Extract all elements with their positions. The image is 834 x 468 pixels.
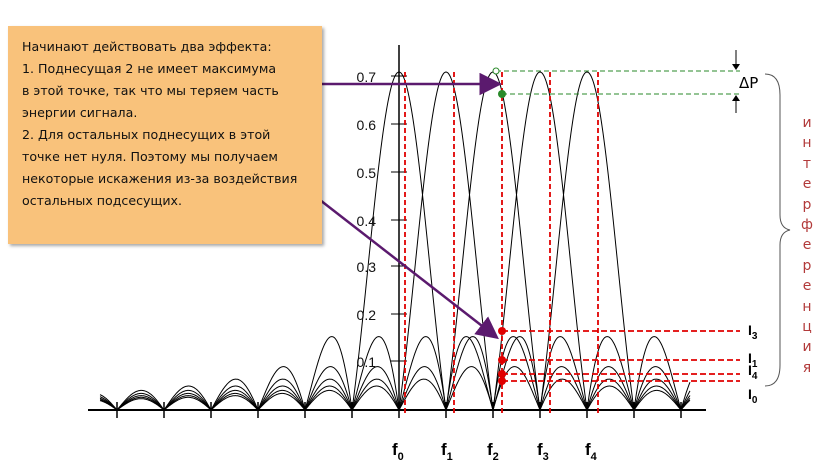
interference-letter: е	[802, 278, 812, 295]
interference-letter: е	[802, 176, 812, 193]
note-line: остальных подсесущих.	[22, 193, 182, 208]
note-line: энергии сигнала.	[22, 105, 138, 120]
amplitude-tick-label: 0.5	[357, 165, 377, 181]
amplitude-tick-label: 0.1	[357, 354, 377, 370]
amplitude-tick-label: 0.4	[357, 213, 377, 229]
interference-point	[498, 377, 506, 385]
note-line: в этой точке, так что мы теряем часть	[22, 83, 279, 98]
interference-letter: и	[802, 115, 812, 131]
subcarrier-marker-lines	[404, 72, 599, 415]
note-line: 2. Для остальных поднесущих в этой	[22, 127, 271, 142]
interference-letter: и	[802, 339, 812, 356]
interference-letter: р	[802, 257, 812, 274]
peak-marker	[492, 67, 500, 75]
amplitude-tick-label: 0.3	[357, 259, 377, 275]
delta-arrowhead-lower	[732, 95, 740, 101]
subcarrier-curves	[99, 71, 691, 412]
interference-letter: е	[802, 237, 812, 254]
interference-letter: р	[802, 196, 812, 213]
delta-p-guides: ΔP	[492, 50, 758, 113]
interference-letter: ф	[801, 217, 813, 234]
amplitude-tick-label: 0.6	[357, 117, 377, 133]
interference-brace	[764, 73, 791, 387]
delta-arrowhead-upper	[732, 64, 740, 70]
subcarrier-curve	[99, 71, 691, 412]
frequency-labels: f0 f1 f2 f3 f4	[392, 440, 598, 463]
interference-letter: я	[802, 359, 812, 376]
interference-level-label: I4	[748, 362, 758, 382]
interference-letter: т	[802, 155, 812, 172]
amplitude-tick-label: 0.7	[357, 69, 377, 85]
note-line: 1. Поднесущая 2 не имеет максимума	[22, 61, 277, 76]
interference-letter: н	[802, 298, 812, 315]
frequency-label: f0	[392, 440, 404, 463]
interference-level-label: I3	[748, 322, 758, 342]
note-line: Начинают действовать два эффекта:	[22, 39, 272, 54]
subcarrier-curve	[99, 71, 691, 412]
frequency-label: f1	[441, 440, 453, 463]
amplitude-axis-ticks: 0.1 0.2 0.3 0.4 0.5 0.6 0.7	[357, 69, 407, 370]
subcarrier-curve	[99, 71, 691, 412]
interference-point	[498, 370, 506, 378]
note-line: некоторые искажения из-за воздействия	[22, 171, 298, 186]
interference-letter: н	[802, 135, 812, 152]
interference-point	[498, 356, 506, 364]
note-line: точке нет нуля. Поэтому мы получаем	[22, 149, 278, 164]
interference-point	[498, 327, 506, 335]
amplitude-tick-label: 0.2	[357, 307, 377, 323]
frequency-label: f4	[585, 440, 598, 463]
interference-level-label: I1	[748, 350, 758, 370]
sample-marker	[498, 90, 506, 98]
delta-p-label: ΔP	[739, 74, 758, 92]
interference-letter: ц	[802, 319, 812, 336]
arrow-interference	[319, 199, 499, 340]
frequency-label: f3	[537, 440, 549, 463]
frequency-label: f2	[487, 440, 499, 463]
interference-level-label: I0	[748, 386, 758, 406]
subcarrier-curve	[99, 71, 691, 412]
explanation-note: Начинают действовать два эффекта: 1. Под…	[8, 26, 322, 244]
